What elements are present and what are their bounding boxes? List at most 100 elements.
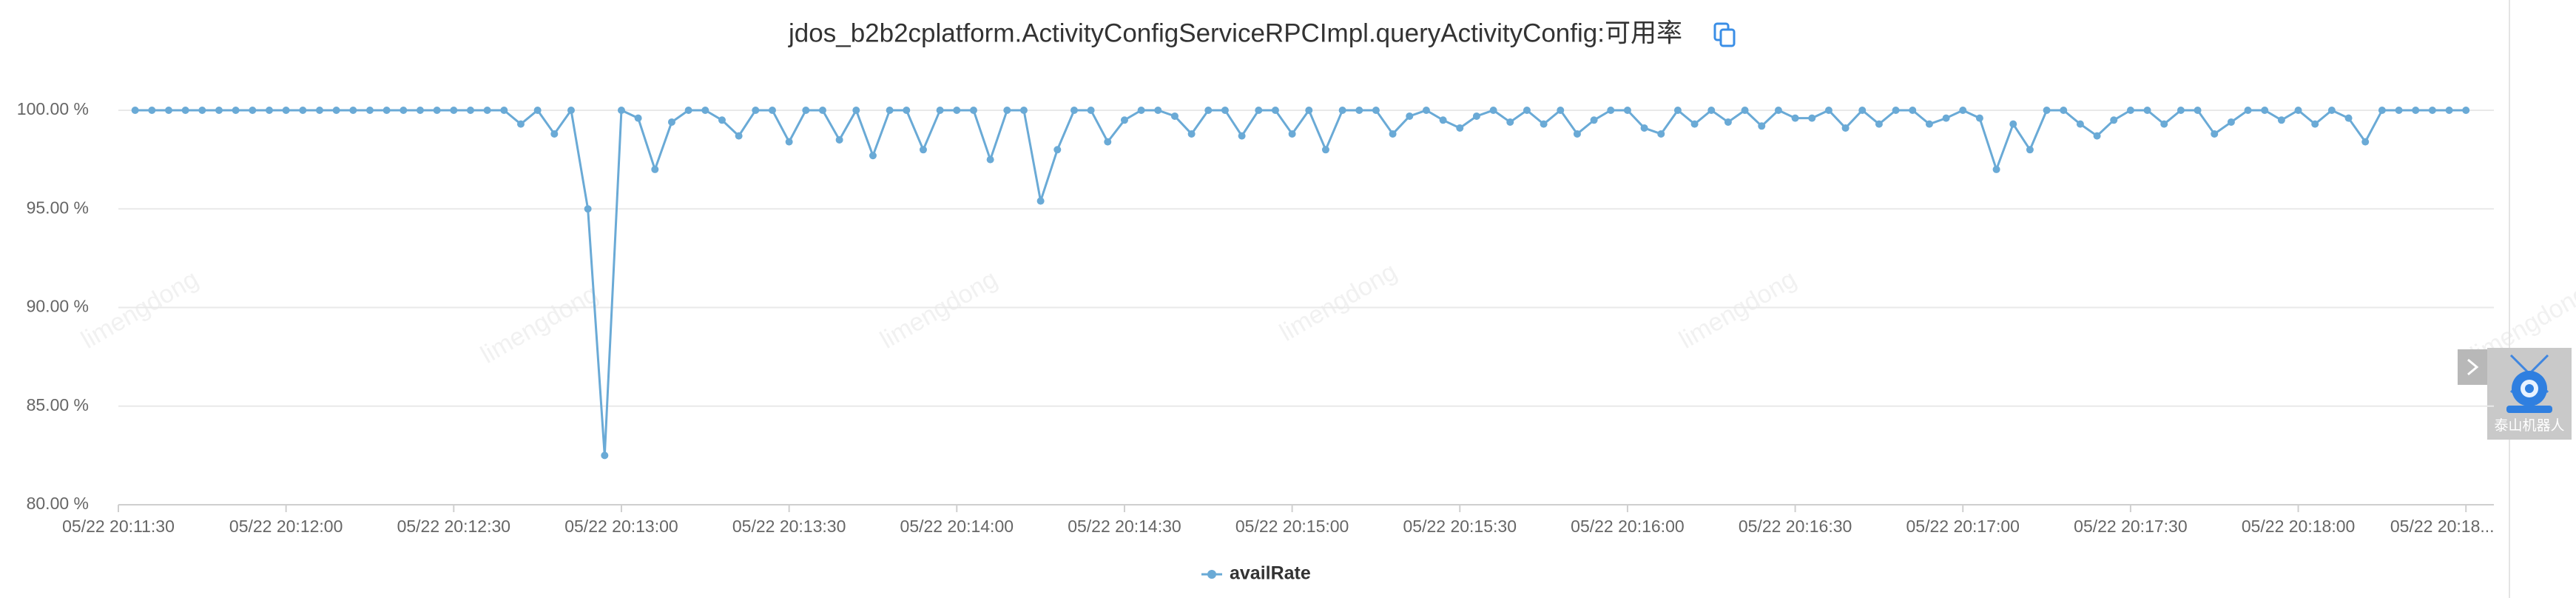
data-point <box>2445 106 2453 114</box>
data-point <box>2060 106 2068 114</box>
data-point <box>818 106 826 114</box>
data-point <box>718 116 726 124</box>
data-point <box>2009 120 2017 128</box>
data-point <box>1305 106 1313 114</box>
data-point <box>886 106 894 114</box>
data-point <box>148 106 156 114</box>
data-point <box>198 106 206 114</box>
data-point <box>634 114 642 122</box>
x-tick-label: 05/22 20:18:00 <box>2242 517 2355 536</box>
data-line <box>135 107 2467 456</box>
data-point <box>2412 106 2420 114</box>
y-tick-label: 85.00 % <box>27 395 89 414</box>
data-point <box>1053 146 1062 154</box>
data-point <box>2428 106 2436 114</box>
robot-label: 泰山机器人 <box>2494 417 2564 434</box>
data-point <box>1607 106 1615 114</box>
data-point <box>1808 114 1816 122</box>
data-point <box>399 106 408 114</box>
data-point <box>1523 106 1531 114</box>
data-point <box>2311 120 2319 128</box>
data-point <box>1875 120 1883 128</box>
data-point <box>1238 132 1246 140</box>
copy-icon[interactable] <box>1713 22 1736 47</box>
data-point <box>1406 112 1414 120</box>
data-point <box>1573 130 1581 138</box>
x-tick-label: 05/22 20:13:00 <box>564 517 678 536</box>
data-point <box>1590 116 1598 124</box>
data-point <box>1557 106 1565 114</box>
data-point <box>500 106 508 114</box>
data-point <box>651 165 659 173</box>
x-tick-label: 05/22 20:13:30 <box>732 517 846 536</box>
data-point <box>550 130 559 138</box>
data-point <box>735 132 743 140</box>
data-point <box>2227 118 2235 126</box>
watermark: limengdong <box>875 265 1002 355</box>
watermark: limengdong <box>1674 265 1801 355</box>
data-point <box>986 155 994 164</box>
data-point <box>617 106 625 114</box>
data-point <box>1975 114 1983 122</box>
data-point <box>1841 124 1850 132</box>
data-point <box>567 106 575 114</box>
data-point <box>2076 120 2084 128</box>
data-point <box>1422 106 1430 114</box>
data-point <box>1657 130 1665 138</box>
x-tick-label: 05/22 20:18... <box>2390 517 2495 536</box>
watermarks: limengdong limengdong limengdong limengdong… <box>76 258 2576 369</box>
data-point <box>903 106 911 114</box>
data-point <box>1355 106 1363 114</box>
data-point <box>2043 106 2051 114</box>
x-tick-label: 05/22 20:15:30 <box>1403 517 1517 536</box>
x-tick-label: 05/22 20:14:30 <box>1068 517 1181 536</box>
data-point <box>1439 116 1447 124</box>
data-point <box>1909 106 1917 114</box>
data-point <box>1170 112 1179 120</box>
data-point <box>2110 116 2118 124</box>
data-point <box>2344 114 2353 122</box>
data-point <box>2177 106 2185 114</box>
data-point <box>2093 132 2101 140</box>
data-point <box>1338 106 1346 114</box>
data-point <box>1942 114 1950 122</box>
data-point <box>1690 120 1699 128</box>
data-point <box>1824 106 1832 114</box>
data-point <box>2327 106 2336 114</box>
robot-widget[interactable]: 泰山机器人 <box>2487 348 2572 440</box>
data-point <box>349 106 357 114</box>
data-point <box>752 106 760 114</box>
legend: availRate <box>1201 563 1311 584</box>
x-tick-label: 05/22 20:12:00 <box>229 517 343 536</box>
data-point <box>1741 106 1749 114</box>
data-point <box>684 106 692 114</box>
data-point <box>1791 114 1799 122</box>
data-point <box>1389 130 1397 138</box>
data-point <box>1892 106 1900 114</box>
data-point <box>1707 106 1716 114</box>
data-point <box>768 106 776 114</box>
expand-button[interactable] <box>2458 349 2490 385</box>
data-point <box>433 106 441 114</box>
x-tick-label: 05/22 20:16:30 <box>1739 517 1852 536</box>
legend-dot <box>1207 570 1216 579</box>
data-point <box>835 135 843 144</box>
data-point <box>969 106 977 114</box>
data-point <box>1321 146 1329 154</box>
data-point <box>315 106 323 114</box>
data-point <box>1204 106 1213 114</box>
data-point <box>131 106 139 114</box>
data-point <box>785 138 793 146</box>
data-point <box>232 106 240 114</box>
data-point <box>601 451 609 460</box>
data-point <box>919 146 927 154</box>
data-point <box>953 106 961 114</box>
data-point <box>852 106 860 114</box>
data-point <box>516 120 525 128</box>
watermark: limengdong <box>476 280 602 369</box>
data-point <box>299 106 307 114</box>
data-point <box>1506 118 1514 126</box>
data-point <box>466 106 474 114</box>
data-point <box>1858 106 1867 114</box>
data-point <box>1288 130 1296 138</box>
